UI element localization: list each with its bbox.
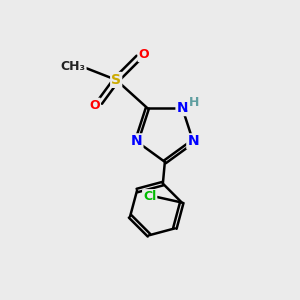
Text: H: H	[188, 96, 199, 109]
Text: N: N	[187, 134, 199, 148]
Text: S: S	[111, 73, 121, 87]
Text: CH₃: CH₃	[61, 60, 85, 73]
Text: O: O	[89, 99, 100, 112]
Text: N: N	[131, 134, 142, 148]
Text: Cl: Cl	[143, 190, 156, 203]
Text: O: O	[139, 48, 149, 61]
Text: N: N	[176, 101, 188, 115]
